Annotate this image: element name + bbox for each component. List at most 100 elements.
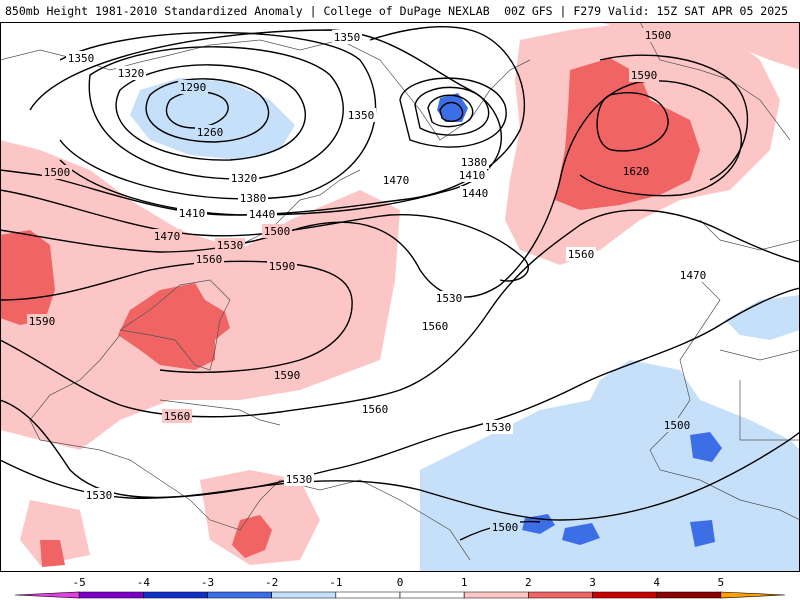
svg-text:1500: 1500 [44, 166, 71, 179]
svg-text:1530: 1530 [436, 292, 463, 305]
colorbar-tick-label: -4 [137, 576, 151, 589]
anomaly-map: 1290 1260 1350 1320 1350 1350 1500 1590 … [0, 22, 800, 572]
svg-text:1410: 1410 [179, 207, 206, 220]
contour-label: 1440 [460, 186, 490, 200]
svg-text:1560: 1560 [422, 320, 449, 333]
contour-label: 1590 [629, 68, 659, 82]
svg-text:1350: 1350 [348, 109, 375, 122]
svg-text:1530: 1530 [485, 421, 512, 434]
svg-text:1590: 1590 [631, 69, 658, 82]
colorbar-tick-label: 4 [653, 576, 660, 589]
contour-label: 1350 [66, 51, 96, 65]
contour-label: 1290 [178, 80, 208, 94]
contour-label: 1590 [267, 259, 297, 273]
map-title: 850mb Height 1981-2010 Standardized Anom… [5, 4, 490, 18]
colorbar-legend: -5 -4 -3 -2 -1 0 1 2 3 4 5 [0, 572, 800, 600]
colorbar-segment [143, 591, 208, 599]
svg-text:1290: 1290 [180, 81, 207, 94]
svg-text:1530: 1530 [217, 239, 244, 252]
colorbar-tick-label: -1 [329, 576, 342, 589]
contour-label: 1410 [457, 168, 487, 182]
svg-text:1500: 1500 [264, 225, 291, 238]
colorbar-segment [528, 591, 593, 599]
svg-text:1560: 1560 [164, 410, 191, 423]
colorbar [14, 591, 786, 599]
colorbar-ticks: -5 -4 -3 -2 -1 0 1 2 3 4 5 [73, 576, 725, 589]
header: 850mb Height 1981-2010 Standardized Anom… [0, 0, 800, 22]
colorbar-tick-label: -2 [265, 576, 278, 589]
colorbar-segment [463, 591, 529, 599]
contour-label: 1560 [360, 402, 390, 416]
svg-text:1560: 1560 [568, 248, 595, 261]
contour-label: 1500 [490, 520, 520, 534]
contour-label: 1530 [434, 291, 464, 305]
contour-label: 1620 [621, 164, 651, 178]
contour-label: 1500 [643, 28, 673, 42]
colorbar-tick-label: 5 [718, 576, 725, 589]
contour-label: 1530 [215, 238, 245, 252]
contour-label: 1380 [238, 191, 268, 205]
contour-label: 1470 [152, 229, 182, 243]
contour-label: 1440 [247, 207, 277, 221]
colorbar-tick-label: -3 [201, 576, 214, 589]
contour-label: 1410 [177, 206, 207, 220]
svg-text:1620: 1620 [623, 165, 650, 178]
contour-label: 1350 [332, 30, 362, 44]
contour-label: 1590 [27, 314, 57, 328]
colorbar-segment [720, 591, 786, 599]
svg-text:1380: 1380 [461, 156, 488, 169]
height-contours [0, 26, 800, 541]
colorbar-segment [78, 591, 144, 599]
svg-text:1320: 1320 [118, 67, 145, 80]
svg-text:1500: 1500 [492, 521, 519, 534]
svg-text:1590: 1590 [29, 315, 56, 328]
colorbar-segment [656, 591, 722, 599]
colorbar-segment [271, 591, 337, 599]
contour-label: 1320 [116, 66, 146, 80]
contour-label: 1560 [162, 409, 192, 423]
colorbar-segment [207, 591, 272, 599]
contour-label: 1500 [262, 224, 292, 238]
colorbar-tick-label: -5 [73, 576, 86, 589]
contour-label: 1320 [229, 171, 259, 185]
contour-label: 1560 [194, 252, 224, 266]
contour-label: 1380 [459, 155, 489, 169]
contour-label: 1350 [346, 108, 376, 122]
colorbar-tick-label: 0 [397, 576, 404, 589]
contour-label: 1470 [381, 173, 411, 187]
contour-labels: 1290 1260 1350 1320 1350 1350 1500 1590 … [27, 28, 708, 534]
contour-label: 1530 [284, 472, 314, 486]
colorbar-tick-label: 3 [589, 576, 596, 589]
contour-label: 1530 [84, 488, 114, 502]
svg-text:1440: 1440 [462, 187, 489, 200]
contour-label: 1530 [483, 420, 513, 434]
svg-text:1380: 1380 [240, 192, 267, 205]
colorbar-segment [335, 591, 401, 599]
colorbar-segment [399, 591, 465, 599]
svg-text:1560: 1560 [362, 403, 389, 416]
svg-text:1470: 1470 [383, 174, 410, 187]
svg-text:1590: 1590 [269, 260, 296, 273]
svg-text:1410: 1410 [459, 169, 486, 182]
colorbar-tick-label: 2 [525, 576, 532, 589]
contour-label: 1590 [272, 368, 302, 382]
contour-label: 1560 [566, 247, 596, 261]
colorbar-segment [592, 591, 657, 599]
svg-text:1470: 1470 [680, 269, 707, 282]
svg-text:1440: 1440 [249, 208, 276, 221]
contour-label: 1500 [662, 418, 692, 432]
svg-text:1260: 1260 [197, 126, 224, 139]
svg-text:1500: 1500 [645, 29, 672, 42]
svg-text:1590: 1590 [274, 369, 301, 382]
contour-label: 1260 [195, 125, 225, 139]
contour-label: 1560 [420, 319, 450, 333]
svg-text:1560: 1560 [196, 253, 223, 266]
svg-text:1320: 1320 [231, 172, 258, 185]
svg-text:1350: 1350 [68, 52, 95, 65]
svg-text:1530: 1530 [286, 473, 313, 486]
positive-anomaly-medium [0, 58, 700, 567]
svg-text:1470: 1470 [154, 230, 181, 243]
contour-label: 1500 [42, 165, 72, 179]
svg-text:1350: 1350 [334, 31, 361, 44]
